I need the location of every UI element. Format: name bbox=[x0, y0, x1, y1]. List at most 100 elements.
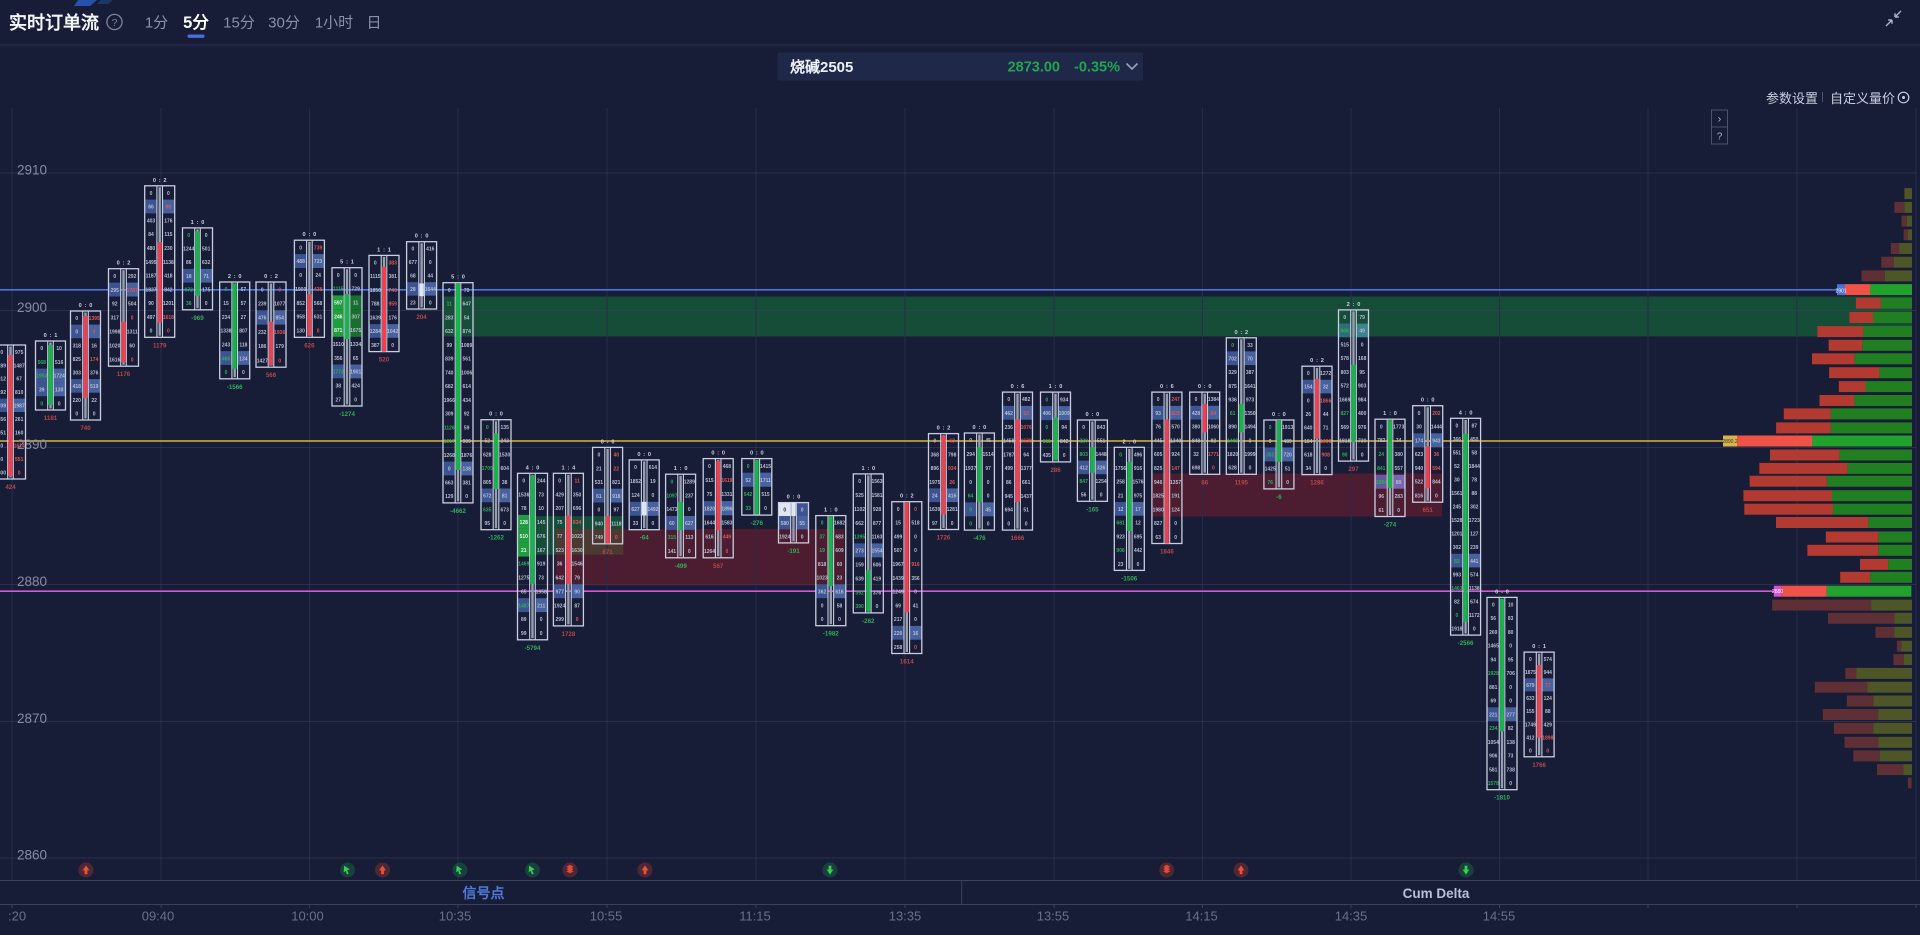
svg-text:84: 84 bbox=[148, 232, 154, 238]
svg-text:434: 434 bbox=[463, 398, 472, 404]
svg-text:1415: 1415 bbox=[760, 464, 771, 470]
svg-text:0: 0 bbox=[354, 397, 357, 403]
svg-text:1756: 1756 bbox=[1115, 466, 1126, 472]
svg-text:628: 628 bbox=[483, 452, 492, 458]
svg-text:912: 912 bbox=[0, 377, 6, 383]
svg-text:1913: 1913 bbox=[1282, 425, 1293, 431]
svg-text:1576: 1576 bbox=[1132, 480, 1143, 486]
svg-text:243: 243 bbox=[222, 342, 231, 348]
svg-text:696: 696 bbox=[573, 506, 582, 512]
svg-text:64: 64 bbox=[1023, 452, 1029, 458]
svg-text:510: 510 bbox=[520, 534, 529, 540]
svg-text:0 : 0: 0 : 0 bbox=[1086, 412, 1100, 418]
svg-text:623: 623 bbox=[1415, 452, 1424, 458]
svg-text:1536: 1536 bbox=[518, 492, 529, 498]
svg-text:578: 578 bbox=[1341, 356, 1350, 362]
svg-text:26: 26 bbox=[949, 480, 955, 486]
svg-text:975: 975 bbox=[15, 350, 24, 356]
svg-text:1 : 0: 1 : 0 bbox=[824, 508, 838, 514]
svg-text:416: 416 bbox=[426, 247, 435, 253]
svg-text:0: 0 bbox=[858, 479, 861, 485]
svg-text:-2566: -2566 bbox=[1458, 640, 1474, 647]
svg-text:1724: 1724 bbox=[54, 374, 65, 380]
svg-text:0: 0 bbox=[1397, 508, 1400, 514]
svg-text:129: 129 bbox=[445, 494, 454, 500]
svg-text:76: 76 bbox=[1267, 480, 1273, 486]
svg-text:943: 943 bbox=[1432, 438, 1441, 444]
svg-text:1163: 1163 bbox=[872, 535, 883, 541]
svg-text:1876: 1876 bbox=[461, 453, 472, 459]
svg-text:0: 0 bbox=[1343, 315, 1346, 321]
svg-text:1179: 1179 bbox=[153, 342, 167, 349]
svg-text:387: 387 bbox=[371, 343, 380, 349]
svg-text:0: 0 bbox=[1361, 343, 1364, 349]
svg-text:0 : 2: 0 : 2 bbox=[153, 178, 167, 184]
svg-text:662: 662 bbox=[855, 521, 864, 527]
svg-text:572: 572 bbox=[1341, 384, 1350, 390]
svg-text:0: 0 bbox=[708, 464, 711, 470]
svg-text:39: 39 bbox=[39, 388, 45, 394]
svg-text:88: 88 bbox=[1545, 709, 1551, 715]
svg-text:317: 317 bbox=[111, 316, 120, 322]
svg-text:60: 60 bbox=[129, 344, 135, 350]
svg-text:923: 923 bbox=[1116, 534, 1125, 540]
svg-text:0: 0 bbox=[1418, 411, 1421, 417]
svg-text:738: 738 bbox=[1507, 767, 1516, 773]
svg-text:实时订单流: 实时订单流 bbox=[9, 12, 99, 33]
svg-text:0: 0 bbox=[75, 411, 78, 417]
svg-text:569: 569 bbox=[1341, 425, 1350, 431]
svg-text:0: 0 bbox=[1212, 466, 1215, 472]
svg-text:1 : 4: 1 : 4 bbox=[562, 465, 577, 471]
svg-text:0: 0 bbox=[1100, 493, 1103, 499]
svg-text:1350: 1350 bbox=[1244, 411, 1255, 417]
svg-text:1357: 1357 bbox=[1170, 480, 1181, 486]
svg-text:0: 0 bbox=[933, 439, 936, 445]
svg-text:0: 0 bbox=[1361, 452, 1364, 458]
svg-text:69: 69 bbox=[895, 603, 901, 609]
svg-text:1118: 1118 bbox=[611, 521, 622, 527]
svg-text:450: 450 bbox=[1470, 437, 1479, 443]
svg-text:1581: 1581 bbox=[871, 493, 882, 499]
svg-text:811: 811 bbox=[1043, 439, 1051, 445]
svg-text:381: 381 bbox=[463, 481, 472, 487]
svg-text:207: 207 bbox=[556, 506, 565, 512]
svg-text:0: 0 bbox=[1045, 397, 1048, 403]
svg-text:881: 881 bbox=[1489, 685, 1498, 691]
svg-text:160: 160 bbox=[15, 430, 24, 436]
svg-text:542: 542 bbox=[744, 492, 753, 498]
svg-text:468: 468 bbox=[723, 464, 732, 470]
svg-text:0: 0 bbox=[1473, 627, 1476, 633]
svg-text:175: 175 bbox=[202, 288, 211, 294]
svg-text:15分: 15分 bbox=[223, 15, 255, 32]
svg-text:0: 0 bbox=[914, 548, 917, 554]
svg-text:0: 0 bbox=[1529, 749, 1532, 755]
svg-text:81: 81 bbox=[502, 494, 508, 500]
svg-text:0 : 2: 0 : 2 bbox=[1234, 330, 1248, 336]
svg-text:924: 924 bbox=[1171, 452, 1180, 458]
svg-text:24: 24 bbox=[315, 273, 321, 279]
svg-text:309: 309 bbox=[445, 412, 454, 418]
svg-text:416: 416 bbox=[948, 494, 957, 500]
svg-text:-165: -165 bbox=[1086, 506, 1099, 513]
svg-text:581: 581 bbox=[1489, 767, 1498, 773]
svg-text:604: 604 bbox=[501, 466, 510, 472]
svg-text:75: 75 bbox=[557, 520, 563, 526]
svg-text:0: 0 bbox=[299, 245, 302, 251]
svg-text:11: 11 bbox=[447, 302, 453, 308]
svg-text:67: 67 bbox=[16, 377, 22, 383]
svg-text:83: 83 bbox=[1508, 616, 1514, 622]
svg-text:2910: 2910 bbox=[17, 163, 47, 178]
svg-text:1201: 1201 bbox=[1451, 532, 1462, 538]
svg-text:128: 128 bbox=[520, 520, 529, 526]
svg-text:1331: 1331 bbox=[721, 492, 732, 498]
svg-text:0: 0 bbox=[969, 438, 972, 444]
svg-text:60: 60 bbox=[669, 521, 675, 527]
svg-text:13:55: 13:55 bbox=[1037, 909, 1070, 924]
svg-text:0: 0 bbox=[914, 534, 917, 540]
svg-text:52: 52 bbox=[745, 478, 751, 484]
svg-text:95: 95 bbox=[1359, 370, 1365, 376]
svg-text:0: 0 bbox=[1007, 397, 1010, 403]
svg-text:1340: 1340 bbox=[1170, 439, 1181, 445]
svg-text:0: 0 bbox=[969, 508, 972, 514]
svg-text:10: 10 bbox=[56, 346, 62, 352]
